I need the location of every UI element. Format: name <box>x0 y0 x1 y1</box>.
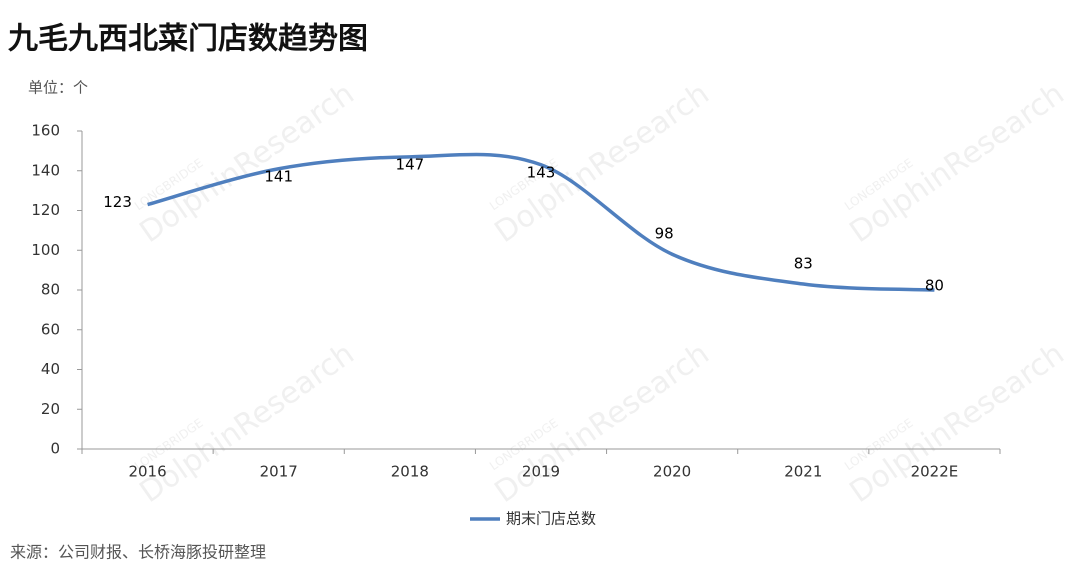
x-tick-label: 2016 <box>128 463 166 481</box>
series-line <box>147 152 935 292</box>
chart-title: 九毛九西北菜门店数趋势图 <box>8 22 368 57</box>
data-label: 83 <box>794 255 813 273</box>
data-label: 80 <box>925 277 944 295</box>
x-tick-label: 2020 <box>653 463 691 481</box>
x-tick-label: 2022E <box>911 463 959 481</box>
data-label: 141 <box>264 167 293 185</box>
data-label: 123 <box>103 193 132 211</box>
watermark-text: DolphinResearch <box>489 76 716 250</box>
y-tick-label: 140 <box>31 161 60 179</box>
watermark-text: DolphinResearch <box>844 336 1071 510</box>
y-tick-label: 60 <box>41 320 60 338</box>
x-tick-label: 2021 <box>784 463 822 481</box>
y-tick-label: 20 <box>41 400 60 418</box>
legend-label: 期末门店总数 <box>506 510 596 528</box>
data-label: 143 <box>527 163 556 181</box>
y-tick-label: 100 <box>31 241 60 259</box>
y-tick-label: 160 <box>31 122 60 140</box>
unit-label: 单位：个 <box>28 79 88 97</box>
y-tick-label: 40 <box>41 360 60 378</box>
watermark-text: DolphinResearch <box>489 336 716 510</box>
x-tick-label: 2017 <box>260 463 298 481</box>
y-tick-label: 120 <box>31 201 60 219</box>
x-tick-label: 2019 <box>522 463 560 481</box>
data-label: 98 <box>655 225 674 243</box>
source-note: 来源：公司财报、长桥海豚投研整理 <box>10 543 266 562</box>
data-label: 147 <box>396 155 425 173</box>
x-tick-label: 2018 <box>391 463 429 481</box>
watermark-text: DolphinResearch <box>844 76 1071 250</box>
watermark-text: DolphinResearch <box>134 336 361 510</box>
y-tick-label: 0 <box>50 440 60 458</box>
y-tick-label: 80 <box>41 281 60 299</box>
